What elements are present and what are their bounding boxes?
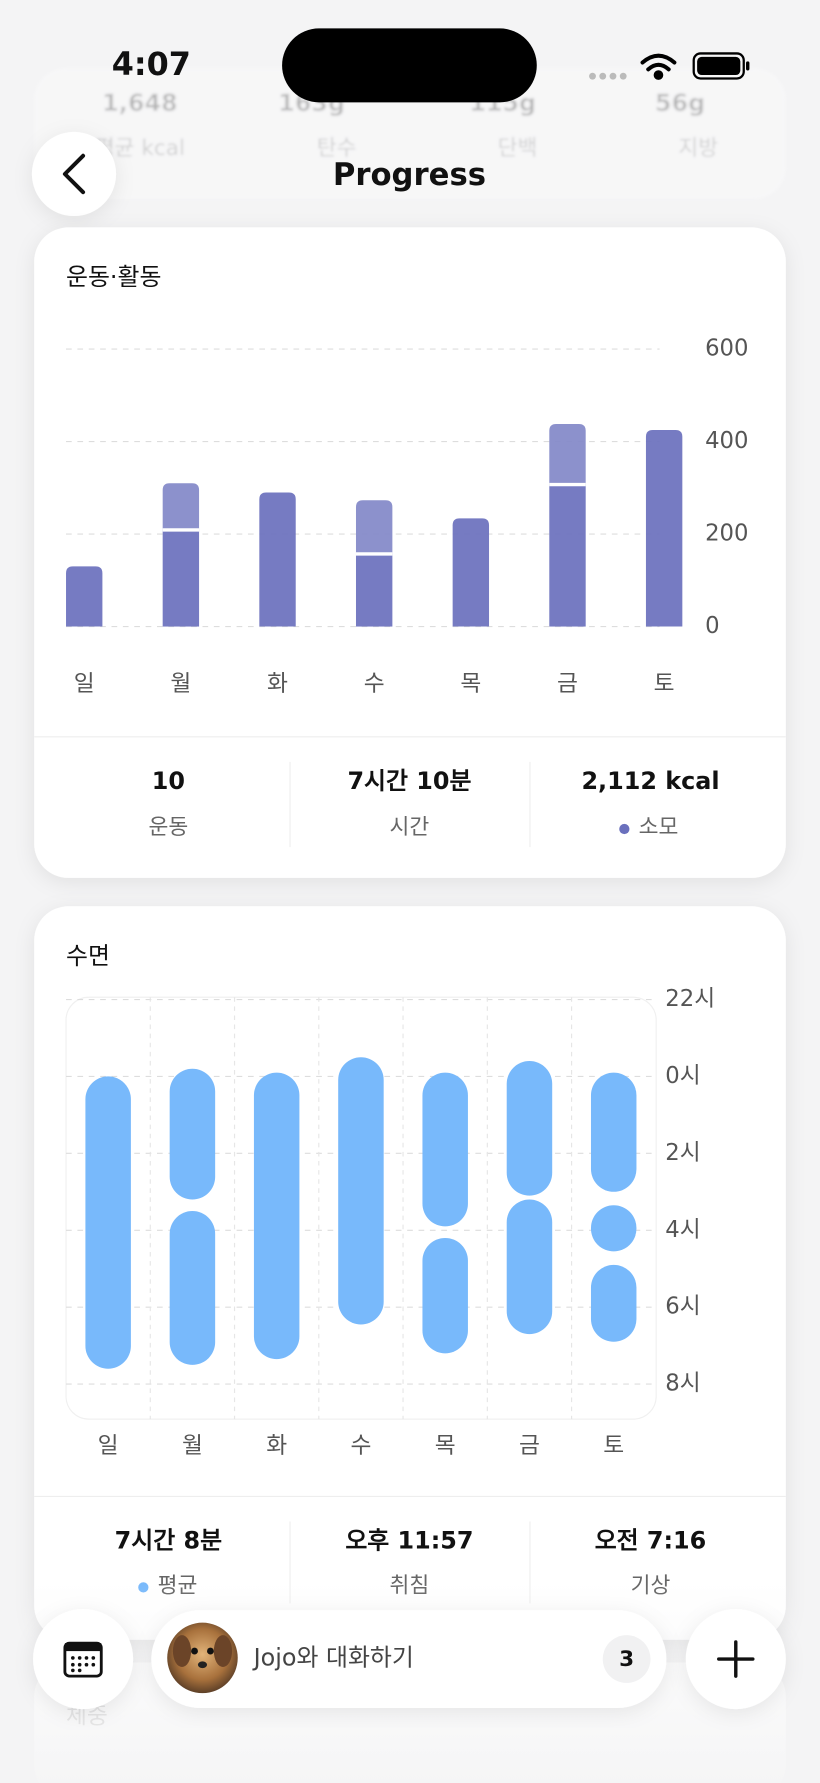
x-tick-label: 토 xyxy=(603,1433,624,1459)
badge-count: 3 xyxy=(619,1647,634,1672)
bar xyxy=(549,484,586,627)
exercise-card xyxy=(34,227,786,878)
sleep-bar xyxy=(338,1057,384,1325)
sleep-bar xyxy=(590,1205,637,1252)
bar xyxy=(452,518,490,627)
stat-value: 오후 11:57 xyxy=(345,1526,473,1554)
y-tick-label: 8시 xyxy=(665,1371,700,1397)
battery-icon xyxy=(692,52,750,80)
calendar-button[interactable] xyxy=(33,1609,134,1710)
bar xyxy=(66,566,103,627)
stat-value: 오전 7:16 xyxy=(595,1526,707,1554)
signal xyxy=(589,72,627,80)
y-tick-label: 400 xyxy=(705,428,748,454)
x-tick-label: 일 xyxy=(98,1433,119,1459)
x-tick-label: 목 xyxy=(460,671,481,697)
y-tick-label: 0시 xyxy=(665,1063,700,1089)
calendar-icon xyxy=(63,1641,103,1678)
summary-label: 단백 xyxy=(498,136,538,161)
badge xyxy=(602,1635,651,1683)
stat-value: 7시간 10분 xyxy=(347,767,471,795)
sleep-bar xyxy=(169,1211,216,1365)
sleep-chart: 22시 0시 2시 4시 6시 8시일 월 화 수 목 금 토 xyxy=(66,986,715,1459)
stat-label: 시간 xyxy=(390,815,430,840)
y-tick-label: 6시 xyxy=(665,1294,700,1320)
x-tick-label: 금 xyxy=(557,671,578,697)
wifi-icon xyxy=(640,53,677,80)
x-tick-label: 수 xyxy=(350,1433,371,1459)
x-tick-label: 월 xyxy=(182,1433,203,1459)
bar xyxy=(162,483,200,530)
x-tick-label: 월 xyxy=(170,671,191,697)
x-tick-label: 일 xyxy=(74,671,95,697)
x-tick-label: 목 xyxy=(435,1433,456,1459)
stat-label: 운동 xyxy=(148,815,188,840)
sleep-bar xyxy=(506,1199,553,1335)
dynamic-island xyxy=(282,28,537,103)
summary-value: 56g xyxy=(655,89,705,117)
x-tick-label: 화 xyxy=(267,671,288,697)
sleep-bar xyxy=(590,1072,637,1192)
sleep-bar xyxy=(253,1072,300,1360)
bar xyxy=(645,430,683,627)
sleep-bar xyxy=(85,1076,131,1369)
back-icon xyxy=(62,153,86,195)
card-title: 운동·활동 xyxy=(66,263,161,291)
summary-label: 지방 xyxy=(678,136,718,161)
summary-value: 1,648 xyxy=(102,89,177,117)
bar xyxy=(162,529,200,627)
bar xyxy=(259,492,296,627)
nutrition-summary: 1,648 평균 kcal 163g 탄수 115g 단백 56g 지방 xyxy=(34,68,786,199)
sleep-bar xyxy=(422,1072,468,1227)
status-time: 4:07 xyxy=(112,45,191,83)
x-tick-label: 화 xyxy=(266,1433,287,1459)
summary-card xyxy=(34,68,786,199)
stat-label: 소모 xyxy=(639,815,679,840)
y-tick-label: 4시 xyxy=(665,1217,700,1243)
y-tick-label: 22시 xyxy=(665,986,715,1012)
stat-value: 10 xyxy=(152,767,185,795)
y-tick-label: 2시 xyxy=(665,1140,700,1166)
back-button[interactable] xyxy=(31,131,117,217)
sleep-bar xyxy=(506,1061,553,1196)
chat-placeholder: Jojo와 대화하기 xyxy=(252,1644,414,1672)
avatar-face xyxy=(172,1635,233,1669)
bar xyxy=(355,553,393,627)
sleep-bar xyxy=(169,1068,216,1200)
bar xyxy=(355,500,393,554)
legend-dot xyxy=(619,823,630,835)
plot-frame xyxy=(65,996,657,1420)
sleep-bar xyxy=(422,1237,468,1354)
y-tick-label: 200 xyxy=(705,521,748,547)
page-title: Progress xyxy=(333,158,486,193)
sleep-bar xyxy=(590,1264,637,1342)
exercise-chart: 0 200 400 600 일 월 화 수 목 금 토 xyxy=(66,336,748,697)
plus-icon xyxy=(717,1640,755,1678)
stat-value: 7시간 8분 xyxy=(115,1526,222,1554)
x-tick-label: 수 xyxy=(364,671,385,697)
x-tick-label: 토 xyxy=(654,671,675,697)
card-title: 수면 xyxy=(66,942,110,970)
chat-button[interactable] xyxy=(151,1610,667,1708)
bar xyxy=(549,424,586,485)
summary-label: 탄수 xyxy=(317,136,357,161)
x-tick-label: 금 xyxy=(519,1433,540,1459)
y-tick-label: 600 xyxy=(705,336,748,362)
stat-value: 2,112 kcal xyxy=(581,767,719,795)
y-tick-label: 0 xyxy=(705,613,719,639)
